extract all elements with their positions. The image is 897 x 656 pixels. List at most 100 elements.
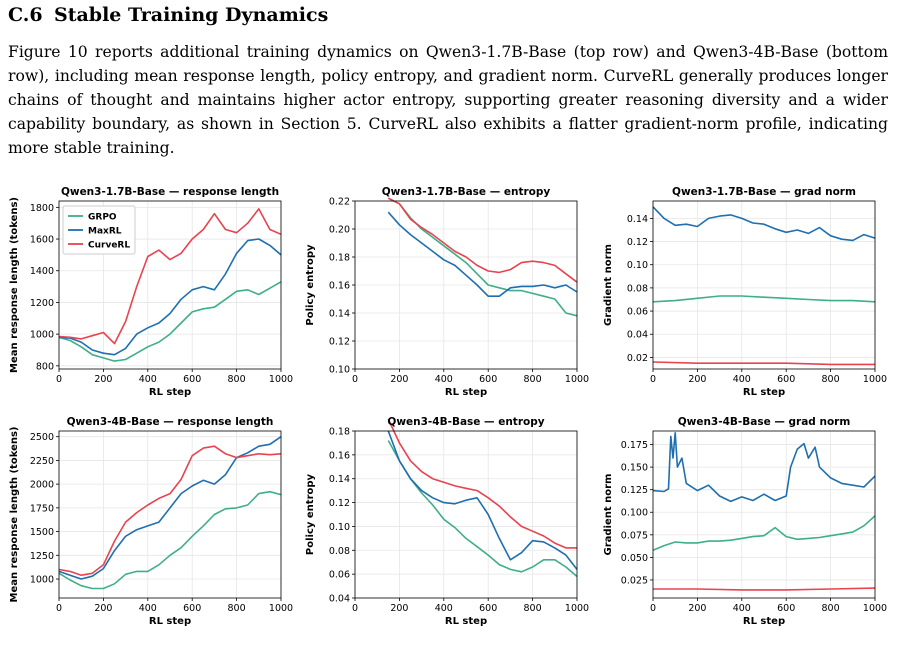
y-tick-label: 0.10 — [329, 365, 350, 376]
x-tick-label: 400 — [435, 374, 453, 385]
plot-frame — [652, 200, 876, 370]
y-tick-label: 0.04 — [329, 594, 350, 605]
y-tick-label: 0.175 — [621, 440, 648, 451]
x-axis-label: RL step — [445, 387, 487, 398]
legend-label-grpo: GRPO — [88, 213, 117, 223]
series-line-curverl — [58, 208, 282, 345]
legend-box — [62, 205, 136, 255]
chart-panel-6: 0 200 400 600 800 1000 0.025 0.050 0.075 0.100 0.1… — [603, 416, 887, 627]
y-tick-label: 0.150 — [621, 463, 648, 474]
x-tick-label: 200 — [688, 374, 706, 385]
series-line-grpo — [58, 281, 282, 362]
plot-frame — [58, 430, 282, 599]
y-tick-label: 0.04 — [627, 330, 648, 341]
y-tick-label: 1800 — [30, 203, 54, 214]
chart-title: Qwen3-1.7B-Base — entropy — [382, 186, 551, 198]
training-dynamics-figure: 0 200 400 600 800 1000 800 1000 1200 1400 1600 1800… — [9, 186, 887, 627]
y-tick-label: 0.18 — [329, 427, 350, 438]
x-axis-label: RL step — [149, 616, 191, 627]
x-tick-label: 1000 — [269, 603, 293, 614]
series-line-grpo — [652, 515, 876, 551]
y-tick-label: 2500 — [30, 432, 54, 443]
y-tick-label: 1400 — [30, 266, 54, 277]
chart-panel-2: 0 200 400 600 800 1000 0.10 0.12 0.14 0.16 0.18 0.2… — [305, 186, 589, 398]
chart-title: Qwen3-4B-Base — entropy — [387, 416, 544, 428]
y-axis-label: Gradient norm — [603, 244, 614, 326]
chart-title: Qwen3-1.7B-Base — response length — [61, 186, 279, 198]
x-tick-label: 400 — [139, 603, 157, 614]
y-axis-label: Policy entropy — [305, 244, 316, 326]
x-tick-label: 1000 — [565, 603, 589, 614]
y-tick-label: 800 — [36, 361, 54, 372]
series-line-grpo — [387, 440, 578, 578]
series-line-maxrl — [652, 431, 876, 503]
x-tick-label: 0 — [650, 374, 656, 385]
chart-panel-1: 0 200 400 600 800 1000 800 1000 1200 1400 1600 1800… — [9, 186, 293, 398]
figure-10: 0 200 400 600 800 1000 800 1000 1200 1400 1600 1800… — [0, 175, 897, 655]
series-line-maxrl — [58, 436, 282, 580]
x-tick-label: 800 — [822, 603, 840, 614]
plot-frame — [652, 430, 876, 599]
x-tick-label: 1000 — [565, 374, 589, 385]
x-tick-label: 400 — [435, 603, 453, 614]
y-tick-label: 0.125 — [621, 485, 648, 496]
x-tick-label: 1000 — [863, 374, 887, 385]
x-tick-label: 800 — [228, 374, 246, 385]
series-line-maxrl — [58, 238, 282, 356]
y-tick-label: 0.075 — [621, 530, 648, 541]
x-tick-label: 400 — [733, 374, 751, 385]
series-line-maxrl — [387, 211, 578, 297]
chart-title: Qwen3-1.7B-Base — grad norm — [672, 186, 856, 198]
x-tick-label: 800 — [524, 603, 542, 614]
y-tick-label: 0.10 — [329, 522, 350, 533]
y-tick-label: 0.16 — [329, 450, 350, 461]
legend-label-maxrl: MaxRL — [88, 227, 122, 237]
y-tick-label: 1000 — [30, 330, 54, 341]
y-tick-label: 1500 — [30, 527, 54, 538]
x-tick-label: 0 — [650, 603, 656, 614]
x-axis-label: RL step — [445, 616, 487, 627]
y-tick-label: 0.12 — [329, 337, 350, 348]
chart-panel-5: 0 200 400 600 800 1000 0.04 0.06 0.08 0.10 0.12 0.1… — [305, 416, 589, 627]
series-line-curverl — [652, 361, 875, 366]
plot-frame — [354, 430, 578, 599]
section-heading: C.6 Stable Training Dynamics — [8, 4, 328, 26]
series-line-curverl — [58, 445, 282, 577]
y-tick-label: 0.08 — [329, 546, 350, 557]
x-tick-label: 0 — [56, 603, 62, 614]
x-tick-label: 800 — [228, 603, 246, 614]
x-tick-label: 0 — [56, 374, 62, 385]
y-tick-label: 0.06 — [627, 307, 648, 318]
chart-title: Qwen3-4B-Base — response length — [67, 416, 274, 428]
y-tick-label: 0.16 — [329, 281, 350, 292]
x-axis-label: RL step — [743, 387, 785, 398]
x-tick-label: 400 — [139, 374, 157, 385]
section-number: C.6 — [8, 4, 43, 26]
y-tick-label: 0.08 — [627, 283, 648, 294]
section-title: Stable Training Dynamics — [54, 4, 329, 26]
x-tick-label: 1000 — [863, 603, 887, 614]
x-tick-label: 400 — [733, 603, 751, 614]
x-tick-label: 1000 — [269, 374, 293, 385]
y-tick-label: 0.18 — [329, 253, 350, 264]
series-line-grpo — [652, 295, 876, 303]
series-line-curverl — [653, 587, 876, 591]
x-tick-label: 200 — [390, 603, 408, 614]
y-tick-label: 0.20 — [329, 225, 350, 236]
series-line-curverl — [387, 418, 577, 549]
x-tick-label: 200 — [688, 603, 706, 614]
y-axis-label: Mean response length (tokens) — [9, 197, 20, 373]
legend-label-curverl: CurveRL — [88, 241, 130, 251]
x-tick-label: 600 — [183, 603, 201, 614]
y-tick-label: 0.025 — [621, 575, 648, 586]
x-tick-label: 200 — [94, 374, 112, 385]
y-tick-label: 0.22 — [329, 197, 350, 208]
y-tick-label: 1600 — [30, 235, 54, 246]
body-paragraph: Figure 10 reports additional training dy… — [8, 43, 888, 157]
chart-panel-4: 0 200 400 600 800 1000 1000 1250 1500 1750 2000 225… — [9, 416, 293, 627]
x-tick-label: 0 — [352, 374, 358, 385]
x-tick-label: 200 — [390, 374, 408, 385]
y-axis-label: Mean response length (tokens) — [9, 426, 20, 602]
x-axis-label: RL step — [743, 616, 785, 627]
x-tick-label: 600 — [479, 374, 497, 385]
